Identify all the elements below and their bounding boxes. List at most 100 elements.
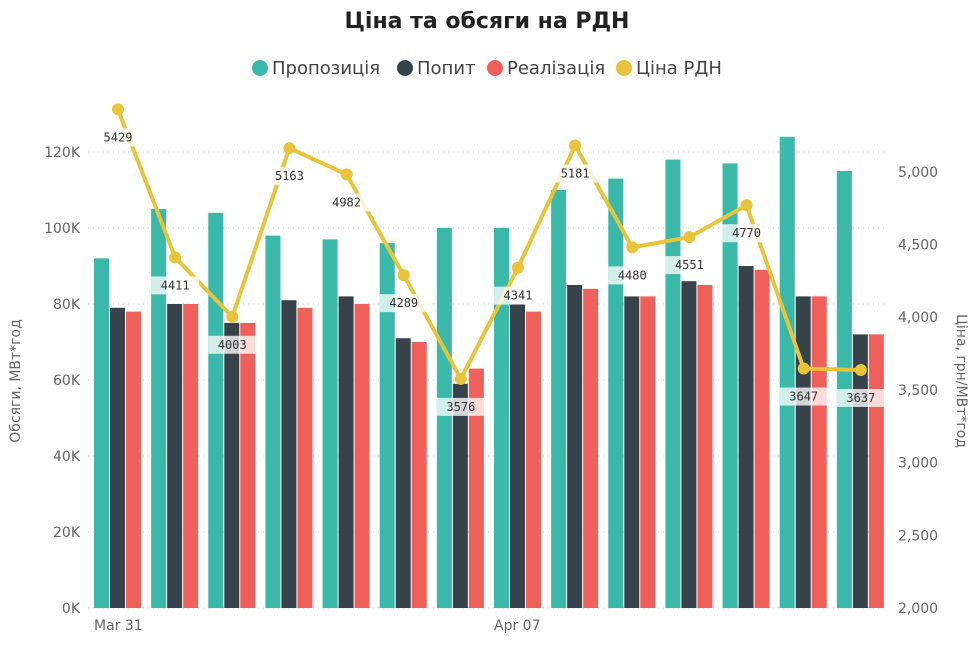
right-tick-label: 2,500 [898, 528, 938, 544]
right-tick-label: 5,000 [898, 165, 938, 181]
bar-supply[interactable] [436, 228, 452, 608]
bar-series [94, 136, 884, 609]
price-point[interactable] [854, 363, 867, 376]
price-data-label: 4982 [332, 195, 361, 209]
bar-supply[interactable] [665, 159, 681, 608]
legend-label-demand: Попит [417, 58, 476, 79]
bar-demand[interactable] [624, 296, 640, 608]
price-label-background [836, 388, 885, 407]
bar-supply[interactable] [322, 239, 338, 608]
bar-supply[interactable] [94, 258, 109, 608]
legend-marker-realization [487, 60, 503, 76]
price-point[interactable] [512, 261, 524, 274]
right-tick-label: 3,000 [898, 456, 938, 472]
right-tick-label: 4,500 [898, 238, 938, 254]
bar-supply[interactable] [551, 190, 567, 608]
price-label-background [551, 164, 600, 183]
left-tick-label: 20K [53, 525, 81, 541]
price-point[interactable] [169, 251, 182, 264]
bar-realization[interactable] [183, 304, 199, 608]
bar-demand[interactable] [338, 296, 354, 608]
price-point[interactable] [112, 103, 124, 116]
bar-realization[interactable] [640, 296, 656, 608]
bar-realization[interactable] [354, 304, 370, 608]
price-point[interactable] [569, 139, 582, 152]
price-point[interactable] [226, 310, 239, 323]
price-point[interactable] [283, 142, 296, 155]
price-point[interactable] [797, 362, 810, 375]
price-data-label: 5181 [561, 166, 590, 180]
right-tick-label: 4,000 [898, 310, 938, 326]
price-point[interactable] [397, 269, 410, 282]
left-axis-title: Обсяги, МВт*год [8, 319, 24, 443]
bar-demand[interactable] [567, 285, 583, 608]
bar-realization[interactable] [468, 368, 484, 608]
price-point[interactable] [340, 168, 353, 181]
price-label-background [208, 335, 257, 354]
price-point[interactable] [626, 241, 639, 254]
left-tick-label: 120K [44, 145, 81, 161]
bar-demand[interactable] [110, 307, 125, 608]
bar-supply[interactable] [151, 209, 167, 608]
bar-demand[interactable] [224, 323, 240, 608]
bar-demand[interactable] [395, 338, 411, 608]
price-line [116, 108, 861, 381]
price-data-label: 4003 [218, 338, 247, 352]
price-label-background [379, 294, 428, 313]
bar-realization[interactable] [297, 307, 313, 608]
price-data-label: 3647 [789, 390, 818, 404]
bar-realization[interactable] [240, 323, 256, 608]
bar-supply[interactable] [265, 235, 281, 608]
x-tick-label: Apr 07 [494, 618, 540, 634]
left-tick-label: 60K [53, 373, 81, 389]
price-data-labels: 5429 4411 4003 5163 4982 4289 3576 4341 5181 4480… [94, 128, 885, 416]
price-label-background [94, 128, 142, 147]
bar-realization[interactable] [126, 311, 141, 608]
price-point[interactable] [454, 372, 467, 385]
bar-supply[interactable] [494, 228, 509, 608]
chart-title: Ціна та обсяги на РДН [345, 9, 630, 34]
price-point[interactable] [683, 231, 696, 244]
bar-realization[interactable] [583, 288, 599, 608]
bar-demand[interactable] [167, 304, 183, 608]
bar-demand[interactable] [738, 266, 754, 608]
bar-realization[interactable] [411, 342, 427, 608]
price-data-label: 4341 [504, 289, 533, 303]
price-label-background [722, 224, 771, 243]
legend: Пропозиція Попит Реалізація Ціна РДН [252, 58, 722, 79]
bar-supply[interactable] [208, 212, 224, 609]
left-tick-label: 80K [53, 297, 81, 313]
price-data-label: 5429 [104, 130, 133, 144]
bar-realization[interactable] [811, 296, 827, 608]
bar-realization[interactable] [868, 334, 884, 608]
bar-demand[interactable] [795, 296, 811, 608]
price-label-background [151, 276, 200, 295]
price-data-label: 5163 [275, 169, 304, 183]
bar-realization[interactable] [697, 285, 713, 608]
left-tick-label: 100K [44, 221, 81, 237]
bar-demand[interactable] [281, 300, 297, 608]
legend-marker-demand [397, 60, 413, 76]
bar-demand[interactable] [510, 304, 525, 608]
legend-marker-price [616, 60, 632, 76]
bar-realization[interactable] [526, 311, 541, 608]
legend-marker-supply [252, 60, 268, 76]
price-label-background [494, 286, 542, 305]
price-data-label: 4289 [389, 296, 418, 310]
legend-label-price: Ціна РДН [636, 58, 722, 79]
bar-supply[interactable] [608, 178, 624, 608]
right-axis-ticks: 2,000 2,500 3,000 3,500 4,000 4,500 5,000 [898, 165, 938, 617]
bar-realization[interactable] [754, 269, 770, 608]
bar-supply[interactable] [379, 243, 395, 608]
price-data-label: 4551 [675, 258, 704, 272]
bar-supply[interactable] [779, 136, 795, 609]
bar-demand[interactable] [681, 281, 697, 608]
legend-label-supply: Пропозиція [272, 58, 380, 79]
bar-supply[interactable] [722, 163, 738, 608]
price-point[interactable] [740, 199, 753, 212]
x-axis-ticks: Mar 31 Apr 07 [94, 618, 540, 634]
bar-demand[interactable] [452, 383, 468, 608]
left-axis-ticks: 0K 20K 40K 60K 80K 100K 120K [44, 145, 81, 617]
gridlines [88, 151, 888, 609]
